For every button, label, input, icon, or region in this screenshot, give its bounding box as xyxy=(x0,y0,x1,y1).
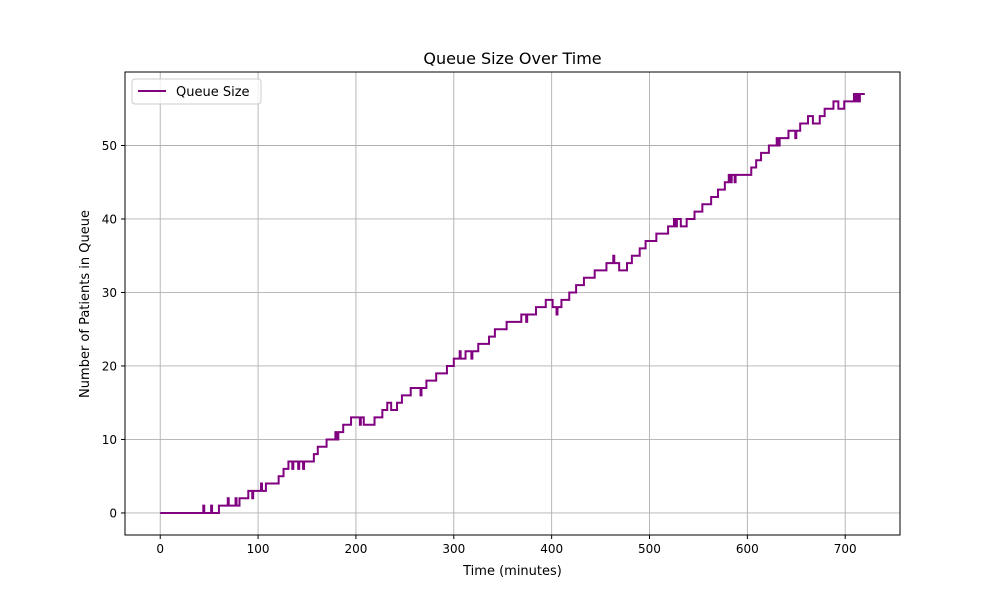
legend-label-queue-size: Queue Size xyxy=(176,85,250,100)
x-tick-label: 200 xyxy=(344,542,367,556)
y-tick-label: 0 xyxy=(109,506,117,520)
legend: Queue Size xyxy=(131,78,262,105)
legend-box xyxy=(131,78,262,105)
y-tick-label: 40 xyxy=(102,212,117,226)
x-tick-label: 100 xyxy=(247,542,270,556)
y-tick-label: 50 xyxy=(102,139,117,153)
x-tick-label: 700 xyxy=(834,542,857,556)
x-tick-label: 500 xyxy=(638,542,661,556)
plot-frame xyxy=(124,71,901,536)
grid xyxy=(125,72,900,535)
x-axis-label: Time (minutes) xyxy=(462,564,562,579)
x-tick-label: 300 xyxy=(442,542,465,556)
x-tick-label: 0 xyxy=(156,542,164,556)
y-tick-label: 30 xyxy=(102,286,117,300)
chart-title: Queue Size Over Time xyxy=(423,49,601,68)
x-tick-label: 400 xyxy=(540,542,563,556)
y-tick-label: 10 xyxy=(102,433,117,447)
series-line-queue-size xyxy=(160,93,865,514)
y-axis-label: Number of Patients in Queue xyxy=(78,210,93,398)
y-tick-label: 20 xyxy=(102,359,117,373)
x-tick-label: 600 xyxy=(736,542,759,556)
